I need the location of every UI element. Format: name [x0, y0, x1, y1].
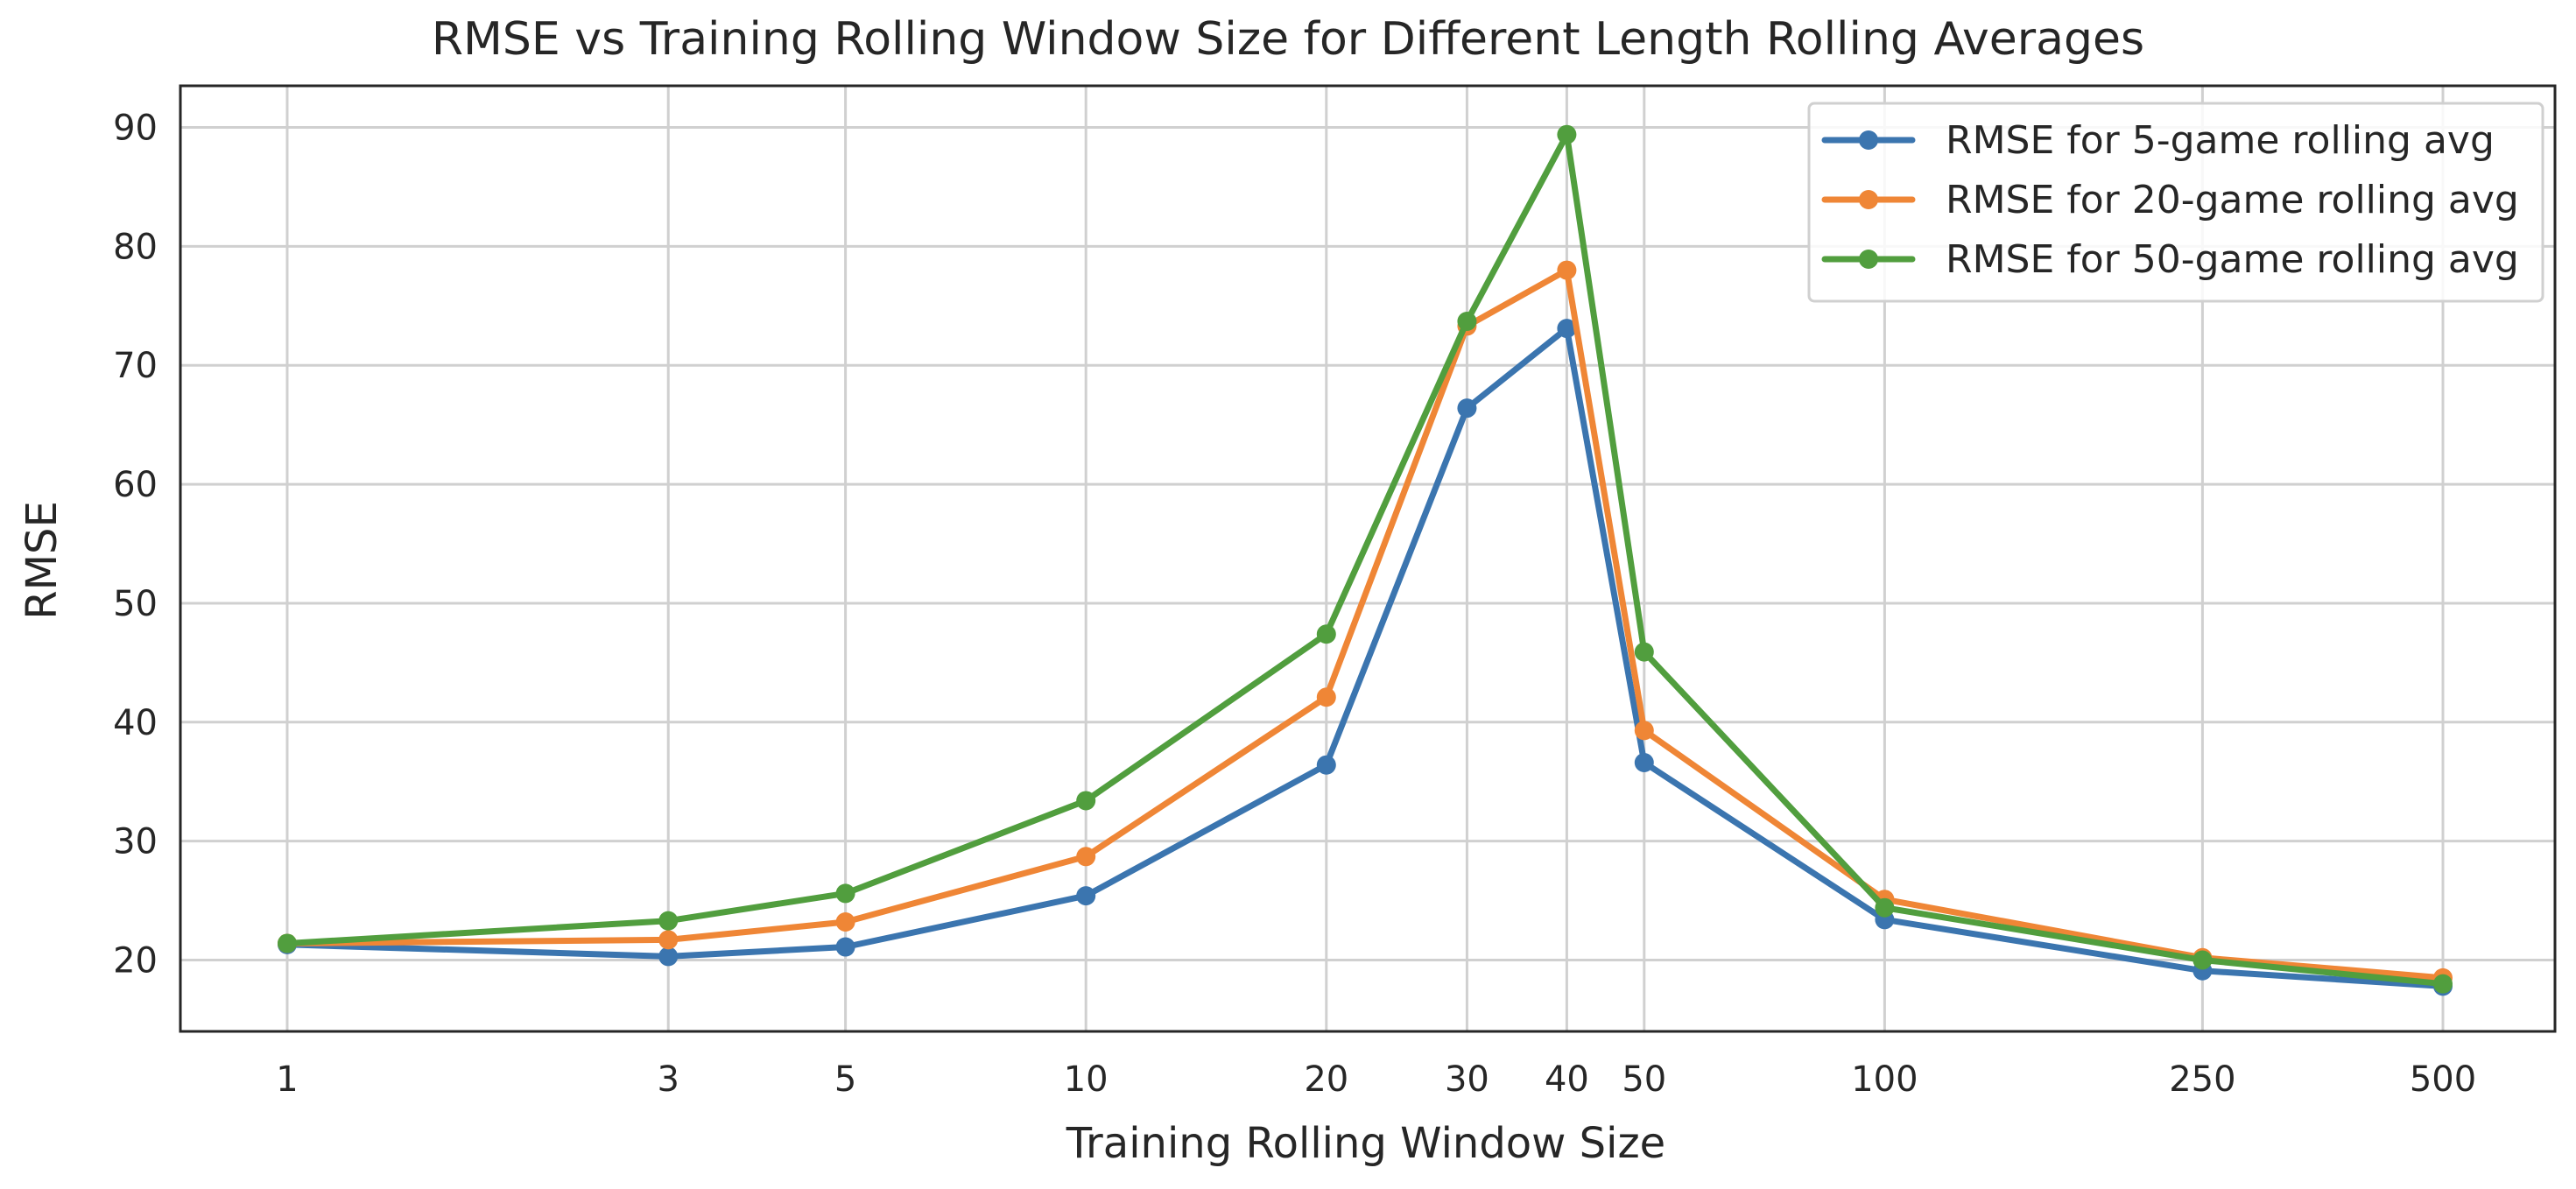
- plot-frame: [179, 84, 2557, 1033]
- data-point: [1076, 791, 1096, 811]
- y-tick-labels: 20 30 40 50 60 70 80 90: [113, 109, 158, 981]
- data-point: [658, 946, 679, 967]
- y-tick-label: 60: [113, 465, 158, 505]
- legend-marker: [1859, 130, 1878, 150]
- y-tick-label: 30: [113, 822, 158, 862]
- data-point: [835, 883, 855, 904]
- y-axis-label: RMSE: [18, 501, 67, 620]
- legend-item: RMSE for 20-game rolling avg: [1821, 178, 2519, 222]
- data-point: [1557, 319, 1577, 339]
- data-point: [1557, 124, 1577, 144]
- data-point: [1557, 260, 1577, 280]
- x-tick-label: 3: [658, 1059, 679, 1100]
- data-point: [1634, 642, 1654, 662]
- legend-label: RMSE for 5-game rolling avg: [1946, 118, 2495, 163]
- legend-item: RMSE for 5-game rolling avg: [1821, 118, 2495, 163]
- data-point: [1634, 752, 1654, 772]
- x-tick-labels: 1 3 5 10 20 30 40 50 100 250 500: [276, 1059, 2476, 1100]
- y-tick-label: 20: [113, 940, 158, 981]
- data-point: [1457, 398, 1477, 419]
- data-point: [658, 911, 679, 931]
- chart-title: RMSE vs Training Rolling Window Size for…: [432, 13, 2144, 66]
- legend-box: [1807, 102, 2544, 303]
- data-point: [1316, 624, 1336, 644]
- x-tick-label: 250: [2169, 1059, 2235, 1100]
- data-point: [278, 933, 297, 953]
- data-point: [835, 937, 855, 957]
- series-3: [278, 124, 2453, 994]
- x-tick-label: 50: [1622, 1059, 1666, 1100]
- x-axis-label: Training Rolling Window Size: [1066, 1119, 1665, 1168]
- data-point: [1076, 886, 1096, 906]
- legend-item: RMSE for 50-game rolling avg: [1821, 237, 2519, 282]
- legend-label: RMSE for 50-game rolling avg: [1946, 237, 2519, 282]
- y-tick-label: 40: [113, 703, 158, 743]
- data-point: [1316, 755, 1336, 775]
- x-tick-label: 100: [1851, 1059, 1918, 1100]
- data-point: [1875, 897, 1895, 918]
- legend-label: RMSE for 20-game rolling avg: [1946, 178, 2519, 222]
- data-point: [1316, 687, 1336, 707]
- data-point: [835, 912, 855, 932]
- legend-marker: [1859, 250, 1878, 269]
- y-tick-label: 80: [113, 227, 158, 267]
- y-tick-label: 70: [113, 346, 158, 386]
- legend: RMSE for 5-game rolling avg RMSE for 20-g…: [1807, 102, 2544, 303]
- data-point: [1634, 721, 1654, 741]
- data-point: [2192, 950, 2213, 970]
- series-layer: [278, 124, 2453, 996]
- legend-marker: [1859, 190, 1878, 209]
- y-tick-label: 90: [113, 109, 158, 149]
- x-tick-label: 5: [834, 1059, 856, 1100]
- data-point: [1076, 847, 1096, 867]
- data-point: [658, 930, 679, 950]
- x-tick-label: 10: [1064, 1059, 1109, 1100]
- data-point: [1457, 311, 1477, 331]
- x-tick-label: 40: [1545, 1059, 1589, 1100]
- x-tick-label: 500: [2410, 1059, 2476, 1100]
- y-tick-label: 50: [113, 584, 158, 624]
- data-point: [2433, 974, 2453, 994]
- x-tick-label: 30: [1445, 1059, 1489, 1100]
- x-tick-label: 20: [1304, 1059, 1348, 1100]
- x-tick-label: 1: [276, 1059, 298, 1100]
